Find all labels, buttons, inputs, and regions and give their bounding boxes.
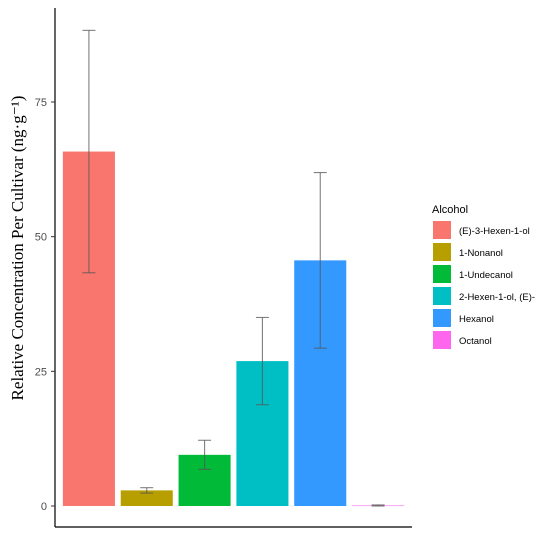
legend-label: 2-Hexen-1-ol, (E)- bbox=[459, 292, 535, 303]
error-bar-6 bbox=[372, 505, 385, 506]
legend-label: 1-Undecanol bbox=[459, 270, 513, 281]
y-tick-label: 50 bbox=[35, 232, 47, 244]
legend-item-3: 1-Undecanol bbox=[433, 265, 513, 283]
legend: Alcohol (E)-3-Hexen-1-ol 1-Nonanol 1-Undec… bbox=[432, 204, 535, 349]
legend-title: Alcohol bbox=[432, 204, 468, 216]
y-axis: 0 25 50 75 bbox=[35, 8, 55, 527]
legend-swatch bbox=[433, 265, 451, 283]
plot-area bbox=[63, 30, 404, 506]
legend-swatch bbox=[433, 243, 451, 261]
legend-item-5: Hexanol bbox=[433, 309, 494, 327]
legend-item-4: 2-Hexen-1-ol, (E)- bbox=[433, 287, 535, 305]
legend-item-1: (E)-3-Hexen-1-ol bbox=[433, 221, 530, 239]
legend-swatch bbox=[433, 287, 451, 305]
legend-swatch bbox=[433, 309, 451, 327]
legend-swatch bbox=[433, 331, 451, 349]
y-axis-title: Relative Concentration Per Cultivar (ng·… bbox=[8, 96, 27, 401]
legend-label: (E)-3-Hexen-1-ol bbox=[459, 226, 530, 237]
legend-swatch bbox=[433, 221, 451, 239]
legend-label: 1-Nonanol bbox=[459, 248, 503, 259]
legend-label: Octanol bbox=[459, 336, 492, 347]
y-tick-label: 0 bbox=[41, 501, 47, 513]
legend-label: Hexanol bbox=[459, 314, 494, 325]
legend-item-6: Octanol bbox=[433, 331, 492, 349]
legend-item-2: 1-Nonanol bbox=[433, 243, 503, 261]
y-tick-label: 75 bbox=[35, 97, 47, 109]
y-tick-label: 25 bbox=[35, 366, 47, 378]
